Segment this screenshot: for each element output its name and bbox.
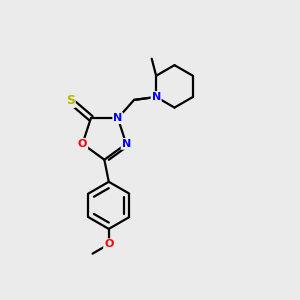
Text: O: O [104, 239, 113, 249]
Text: N: N [152, 92, 161, 102]
Text: O: O [78, 139, 87, 149]
Text: N: N [122, 139, 131, 149]
Text: S: S [66, 94, 75, 107]
Text: N: N [113, 113, 122, 123]
